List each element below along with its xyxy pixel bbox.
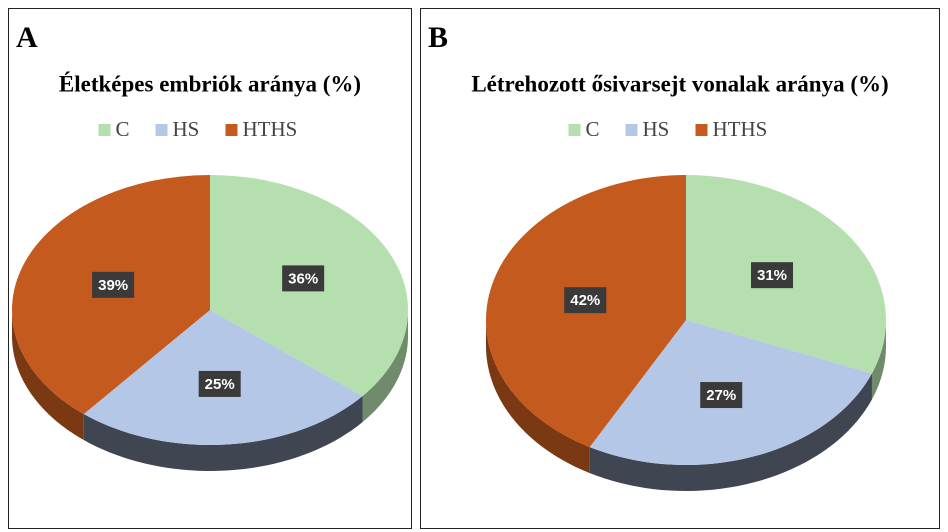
data-label: 31% [757,267,787,284]
data-label: 39% [98,277,128,294]
legend-label: C [116,117,130,141]
legend-swatch [568,124,581,136]
panel-letter: A [16,21,38,54]
legend-label: HS [643,117,670,141]
pie-side [589,373,872,491]
pie-side [486,320,590,474]
legend-label: HTHS [713,117,768,141]
data-label: 42% [570,292,600,309]
pie-side [871,320,886,400]
label-box [751,262,794,289]
label-box [198,370,241,397]
data-label: 27% [706,387,736,404]
pie-side [12,310,84,441]
data-label: 36% [288,270,318,287]
legend-label: C [586,117,600,141]
legend-swatch [625,124,638,136]
label-box [282,265,325,292]
legend-swatch [695,124,708,136]
legend-swatch [225,124,238,136]
label-box [92,271,135,298]
legend-swatch [155,124,168,136]
chart-title: Létrehozott ősivarsejt vonalak aránya (%… [471,71,888,96]
label-box [700,382,743,409]
chart-title: Életképes embriók aránya (%) [59,71,361,96]
legend-label: HS [173,117,200,141]
data-label: 25% [205,376,235,393]
label-box [564,287,607,314]
legend-label: HTHS [243,117,298,141]
pie-side [362,310,408,423]
panel-letter: B [428,21,448,54]
legend-swatch [98,124,111,136]
pie-side [83,396,363,471]
